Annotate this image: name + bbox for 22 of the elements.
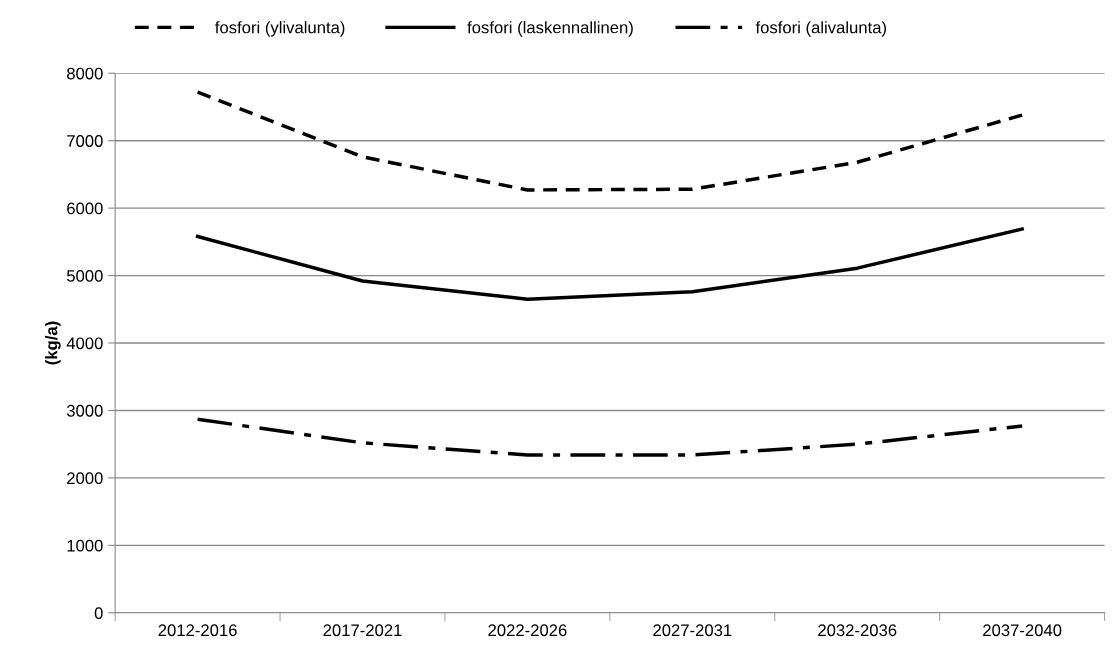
y-axis-title: (kg/a) — [45, 321, 61, 365]
x-tick-label: 2037-2040 — [983, 624, 1062, 637]
legend-label: fosfori (ylivalunta) — [215, 21, 345, 37]
legend-label: fosfori (alivalunta) — [755, 21, 886, 37]
x-tick-label: 2012-2016 — [158, 624, 237, 637]
y-tick-label: 8000 — [67, 67, 103, 80]
line-series — [195, 417, 1024, 457]
line-series — [195, 90, 1024, 192]
x-tick-label: 2017-2021 — [323, 624, 402, 637]
y-tick-label: 2000 — [67, 472, 103, 485]
y-tick-label: 3000 — [66, 404, 103, 417]
x-tick-label: 2027-2031 — [653, 624, 732, 637]
legend-label: fosfori (laskennallinen) — [467, 21, 633, 37]
x-tick-label: 2022-2026 — [488, 624, 567, 637]
y-tick-label: 4000 — [66, 337, 103, 350]
y-tick-label: 5000 — [66, 269, 103, 282]
y-tick-label: 1000 — [67, 539, 103, 552]
y-tick-label: 0 — [94, 607, 103, 619]
x-tick-label: 2032-2036 — [818, 624, 897, 637]
y-tick-label: 7000 — [67, 135, 103, 147]
line-series — [195, 227, 1024, 301]
y-tick-label: 6000 — [67, 202, 103, 215]
